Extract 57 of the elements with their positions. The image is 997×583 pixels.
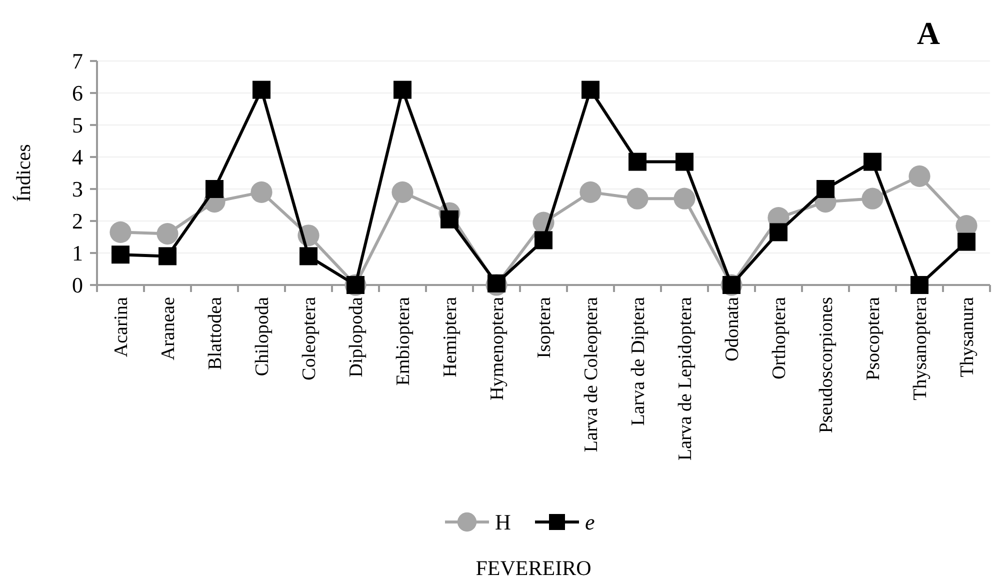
point xyxy=(158,247,176,266)
x-tick-label: Acarina xyxy=(111,296,132,358)
x-tick-label: Thysanoptera xyxy=(910,296,932,400)
x-tick-label: Hymenoptera xyxy=(487,296,508,400)
y-axis-title: Índices xyxy=(12,144,35,202)
y-tick-label: 6 xyxy=(72,80,83,106)
y-tick-label: 7 xyxy=(72,48,83,74)
point xyxy=(534,231,552,250)
x-tick-label: Odonata xyxy=(722,296,744,362)
point xyxy=(394,80,412,99)
x-tick-label: Blattodea xyxy=(205,296,226,370)
point xyxy=(300,247,318,266)
x-tick-label: Orthoptera xyxy=(769,296,790,380)
point xyxy=(252,80,270,99)
x-axis-title: FEVEREIRO xyxy=(476,556,592,580)
point xyxy=(580,181,602,203)
x-tick-label: Hemiptera xyxy=(440,296,462,378)
point xyxy=(582,80,600,99)
point xyxy=(674,188,696,210)
y-tick-label: 0 xyxy=(72,272,83,298)
x-tick-label: Isoptera xyxy=(534,296,556,358)
text: A xyxy=(916,15,940,51)
point xyxy=(958,232,976,251)
x-tick-label: Coleoptera xyxy=(299,296,320,380)
point xyxy=(676,152,694,171)
point xyxy=(110,221,132,243)
x-tick-label: Embioptera xyxy=(393,296,414,386)
x-tick-label: Araneae xyxy=(158,297,180,360)
point xyxy=(440,210,458,228)
y-tick-label: 4 xyxy=(72,144,83,170)
point xyxy=(908,165,930,187)
point xyxy=(156,223,178,245)
x-tick-label: Pseudoscorpiones xyxy=(816,297,838,434)
legend-label: e xyxy=(585,510,595,535)
point xyxy=(816,180,834,198)
y-tick-label: 5 xyxy=(72,112,83,138)
x-tick-label: Chilopoda xyxy=(252,296,274,376)
point xyxy=(626,188,648,210)
point xyxy=(206,180,224,198)
point xyxy=(112,246,130,264)
point xyxy=(250,181,272,203)
y-tick-label: 2 xyxy=(72,208,83,234)
x-tick-label: Diplopoda xyxy=(346,296,368,378)
x-tick-label: Larva de Lepidoptera xyxy=(675,296,696,461)
x-tick-label: Larva de Diptera xyxy=(628,296,650,426)
x-tick-label: Psocoptera xyxy=(863,296,884,380)
point xyxy=(770,223,788,242)
x-tick-label: Thysanura xyxy=(957,296,978,378)
x-tick-label: Larva de Coleoptera xyxy=(581,296,602,452)
legend-label: H xyxy=(495,510,511,535)
point xyxy=(910,276,928,294)
point xyxy=(392,181,414,203)
point xyxy=(628,152,646,171)
y-tick-label: 1 xyxy=(72,240,83,266)
point xyxy=(864,152,882,171)
y-tick-label: 3 xyxy=(72,176,83,202)
point xyxy=(862,188,884,210)
